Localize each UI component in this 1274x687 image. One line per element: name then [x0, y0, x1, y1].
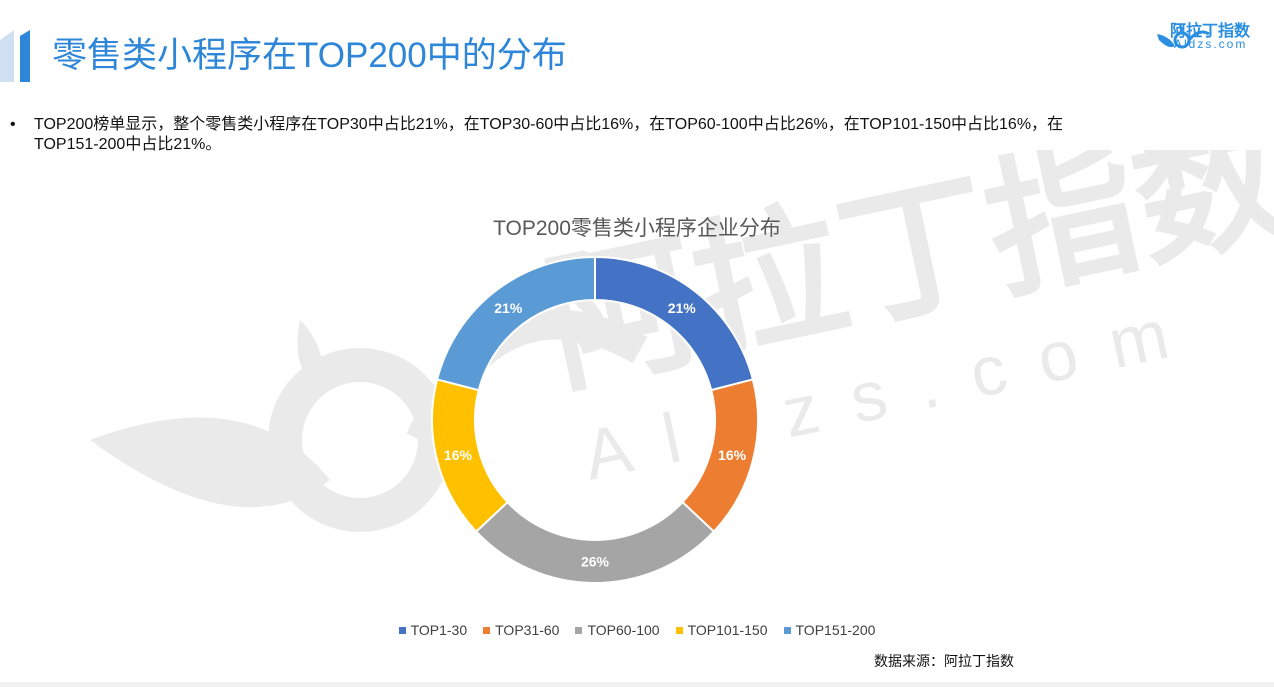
- legend-item-top101-150: TOP101-150: [675, 622, 768, 638]
- chart-title: TOP200零售类小程序企业分布: [493, 217, 781, 240]
- logo-text: 阿拉丁指数: [1170, 23, 1251, 40]
- donut-slice-top151-200: [435, 255, 596, 392]
- summary-text: TOP200榜单显示，整个零售类小程序在TOP30中占比21%，在TOP30-6…: [34, 116, 1064, 153]
- watermark-drop-shape: [90, 417, 330, 508]
- logo-domain: Aldzs.com: [1174, 37, 1248, 51]
- legend-label: TOP1-30: [410, 622, 468, 638]
- donut-slice-top60-100: [474, 500, 716, 584]
- donut-slice-top1-30: [594, 255, 755, 392]
- legend-label: TOP151-200: [795, 622, 876, 638]
- legend-swatch: [398, 626, 406, 634]
- slice-label-top1-30: 21%: [668, 300, 697, 316]
- legend-swatch: [575, 626, 583, 634]
- bullet-marker: •: [10, 116, 16, 133]
- title-accent-bar: [0, 30, 30, 82]
- legend-swatch: [675, 626, 683, 634]
- data-source: 数据来源：阿拉丁指数: [874, 653, 1014, 669]
- slice-label-top151-200: 21%: [494, 300, 523, 316]
- legend-item-top60-100: TOP60-100: [575, 622, 660, 638]
- page-title: 零售类小程序在TOP200中的分布: [52, 36, 567, 75]
- legend-label: TOP31-60: [495, 622, 560, 638]
- slice-label-top101-150: 16%: [444, 447, 473, 463]
- chart-legend: TOP1-30 TOP31-60 TOP60-100 TOP101-150 TOP151…: [0, 622, 1274, 638]
- legend-label: TOP60-100: [587, 622, 660, 638]
- legend-swatch: [783, 626, 791, 634]
- aladdin-logo-icon: [1157, 23, 1210, 49]
- footer-divider: [0, 682, 1274, 687]
- slice-label-top31-60: 16%: [718, 447, 747, 463]
- legend-item-top31-60: TOP31-60: [483, 622, 559, 638]
- legend-swatch: [483, 626, 491, 634]
- legend-item-top151-200: TOP151-200: [783, 622, 876, 638]
- legend-label: TOP101-150: [687, 622, 768, 638]
- donut-chart: 21% 16% 26% 16% 21%: [431, 255, 759, 584]
- legend-item-top1-30: TOP1-30: [398, 622, 468, 638]
- slice-label-top60-100: 26%: [581, 554, 610, 570]
- watermark-flame-shape: [297, 320, 323, 390]
